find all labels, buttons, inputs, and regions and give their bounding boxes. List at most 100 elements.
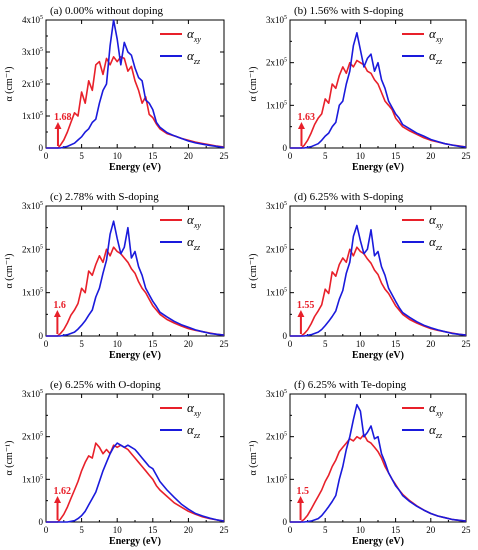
x-tick-label: 25 <box>462 151 472 161</box>
y-tick-label: 1x105 <box>266 288 287 298</box>
legend-label-zz: αzz <box>429 422 443 440</box>
x-tick-label: 20 <box>426 339 436 349</box>
gap-label: 1.6 <box>53 300 66 311</box>
series-line-zz <box>290 31 467 149</box>
gap-arrow-head <box>297 496 305 503</box>
y-tick-label: 3x105 <box>266 15 287 25</box>
series-line-xy <box>290 59 467 149</box>
x-tick-label: 5 <box>79 339 84 349</box>
y-tick-label: 0 <box>283 331 288 341</box>
gap-arrow-head <box>54 122 62 129</box>
gap-arrow-head <box>53 310 61 317</box>
x-axis-label: Energy (eV) <box>352 536 404 547</box>
y-tick-label: 1x105 <box>266 474 287 484</box>
series-line-xy <box>290 433 467 523</box>
gap-label: 1.62 <box>54 486 72 497</box>
y-tick-label: 3x105 <box>22 389 43 399</box>
legend-label-zz: αzz <box>429 48 443 66</box>
legend-label-xy: αxy <box>187 26 201 44</box>
x-tick-label: 15 <box>148 339 158 349</box>
x-axis-label: Energy (eV) <box>109 536 161 547</box>
chart-panel-5: 0 5 10 15 20 25 0 1x105 2x105 3x105 Energy (eV) α (… <box>4 379 229 547</box>
x-tick-label: 10 <box>113 339 123 349</box>
x-tick-label: 10 <box>113 525 123 535</box>
series-line-xy <box>46 442 225 523</box>
x-tick-label: 25 <box>462 525 472 535</box>
x-tick-label: 10 <box>113 151 123 161</box>
x-tick-label: 20 <box>184 151 194 161</box>
legend-label-xy: αxy <box>429 26 443 44</box>
y-axis-label: α (cm⁻¹) <box>248 254 259 289</box>
series-line-zz <box>46 19 225 149</box>
chart-panel-3: 0 5 10 15 20 25 0 1x105 2x105 3x105 Energy (eV) α (… <box>4 191 229 361</box>
y-axis-label: α (cm⁻¹) <box>248 67 259 102</box>
y-tick-label: 0 <box>283 517 288 527</box>
y-tick-label: 2x105 <box>22 244 43 254</box>
series-line-zz <box>46 220 225 337</box>
x-tick-label: 10 <box>356 339 366 349</box>
x-tick-label: 0 <box>44 339 49 349</box>
y-axis-label: α (cm⁻¹) <box>4 441 15 476</box>
x-tick-label: 0 <box>288 339 293 349</box>
gap-label: 1.5 <box>297 486 310 497</box>
x-tick-label: 20 <box>426 525 436 535</box>
y-tick-label: 2x105 <box>266 432 287 442</box>
y-tick-label: 3x105 <box>266 389 287 399</box>
series-line-zz <box>290 224 467 337</box>
y-tick-label: 0 <box>39 143 44 153</box>
y-tick-label: 3x105 <box>266 201 287 211</box>
x-tick-label: 15 <box>391 339 401 349</box>
series-line-xy <box>46 246 225 337</box>
x-tick-label: 25 <box>220 151 230 161</box>
x-tick-label: 5 <box>79 525 84 535</box>
y-tick-label: 2x105 <box>266 58 287 68</box>
y-tick-label: 0 <box>283 143 288 153</box>
y-tick-label: 0 <box>39 331 44 341</box>
x-tick-label: 20 <box>184 525 194 535</box>
legend-label-zz: αzz <box>187 234 201 252</box>
x-tick-label: 10 <box>356 151 366 161</box>
legend-label-zz: αzz <box>429 234 443 252</box>
y-tick-label: 1x105 <box>266 100 287 110</box>
x-tick-label: 15 <box>148 151 158 161</box>
x-tick-label: 15 <box>391 151 401 161</box>
legend-label-xy: αxy <box>187 400 201 418</box>
x-tick-label: 10 <box>356 525 366 535</box>
y-axis-label: α (cm⁻¹) <box>4 254 15 289</box>
legend-label-xy: αxy <box>187 212 201 230</box>
chart-panel-1: 0 5 10 15 20 25 0 1x105 2x105 3x105 4x105 Energy (e… <box>4 5 229 173</box>
x-tick-label: 5 <box>323 525 328 535</box>
x-tick-label: 15 <box>148 525 158 535</box>
panel-title: (f) 6.25% with Te-doping <box>294 379 407 391</box>
x-tick-label: 20 <box>184 339 194 349</box>
chart-panel-4: 0 5 10 15 20 25 0 1x105 2x105 3x105 Energy (eV) α (… <box>248 191 471 361</box>
y-tick-label: 1x105 <box>22 474 43 484</box>
legend-label-zz: αzz <box>187 422 201 440</box>
x-axis-label: Energy (eV) <box>109 162 161 173</box>
x-axis-label: Energy (eV) <box>352 162 404 173</box>
y-axis-label: α (cm⁻¹) <box>248 441 259 476</box>
y-tick-label: 3x105 <box>22 47 43 57</box>
x-axis-label: Energy (eV) <box>352 350 404 361</box>
series-line-xy <box>46 55 225 149</box>
gap-arrow-head <box>297 310 305 317</box>
x-tick-label: 0 <box>288 525 293 535</box>
legend-label-xy: αxy <box>429 400 443 418</box>
x-tick-label: 5 <box>323 339 328 349</box>
panel-title: (d) 6.25% with S-doping <box>294 191 404 203</box>
x-tick-label: 5 <box>323 151 328 161</box>
gap-label: 1.55 <box>297 300 315 311</box>
x-tick-label: 0 <box>44 151 49 161</box>
series-line-xy <box>290 246 467 337</box>
y-tick-label: 4x105 <box>22 15 43 25</box>
legend-label-zz: αzz <box>187 48 201 66</box>
x-tick-label: 25 <box>220 339 230 349</box>
y-tick-label: 0 <box>39 517 44 527</box>
gap-arrow-head <box>54 496 62 503</box>
gap-arrow-head <box>297 122 305 129</box>
x-tick-label: 20 <box>426 151 436 161</box>
y-tick-label: 1x105 <box>22 111 43 121</box>
panel-title: (c) 2.78% with S-doping <box>50 191 159 203</box>
y-tick-label: 2x105 <box>22 79 43 89</box>
y-tick-label: 1x105 <box>22 288 43 298</box>
